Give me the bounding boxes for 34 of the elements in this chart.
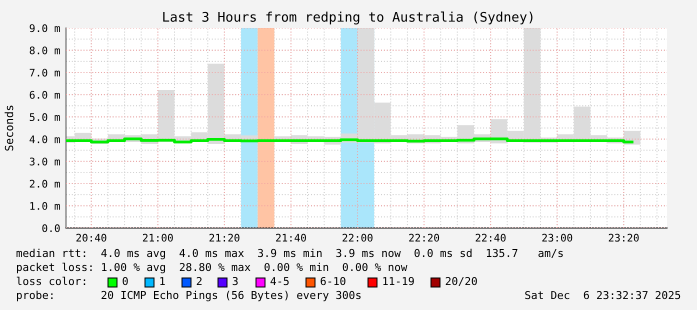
y-tick-label: 2.0 m (30, 180, 60, 188)
y-tick-label: 7.0 m (30, 68, 60, 77)
y-tick-label: 5.0 m (30, 113, 60, 122)
y-axis-title: Seconds (4, 106, 14, 151)
text: 6-10 (320, 276, 346, 286)
x-tick-label: 21:00 (142, 234, 173, 242)
text: Sat Dec 6 23:32:37 2025 (525, 290, 680, 300)
x-tick-label: 23:00 (542, 234, 572, 242)
text: loss color: (16, 276, 86, 286)
y-tick-label: 9.0 m (30, 24, 60, 32)
x-tick-label: 22:00 (342, 234, 373, 242)
x-tick-label: 21:40 (276, 234, 306, 242)
x-tick-label: 23:20 (608, 234, 639, 242)
x-tick-label: 22:40 (476, 234, 506, 242)
text: 3 (232, 276, 238, 286)
y-tick-label: 1.0 m (30, 202, 60, 210)
y-tick-label: 4.0 m (30, 135, 60, 144)
chart-title: Last 3 Hours from redping to Australia (Sydney) (163, 12, 532, 24)
x-tick-label: 21:20 (209, 234, 240, 242)
text: 20/20 (446, 276, 477, 286)
text: 2 (196, 276, 202, 286)
text: 11-19 (383, 276, 414, 286)
text: packet loss: 1.00 % avg 28.80 % max 0.00 % min 0.00 % now (17, 262, 408, 274)
text: probe: 20 ICMP Echo Pings (56 Bytes) every 300s (17, 290, 361, 302)
y-tick-label: 6.0 m (30, 90, 60, 99)
text: 0 (122, 276, 128, 286)
y-tick-label: 3.0 m (30, 158, 60, 166)
text: 1 (160, 277, 165, 286)
text: 4-5 (270, 277, 289, 286)
text: median rtt: 4.0 ms avg 4.0 ms max 3.9 ms min 3.9 ms now 0.0 ms sd 135.7 am/s (16, 248, 563, 260)
y-tick-label: 8.0 m (30, 46, 60, 54)
x-tick-label: 22:20 (409, 234, 440, 242)
x-tick-label: 20:40 (76, 234, 106, 242)
y-tick-label: 0.0 (42, 224, 60, 232)
